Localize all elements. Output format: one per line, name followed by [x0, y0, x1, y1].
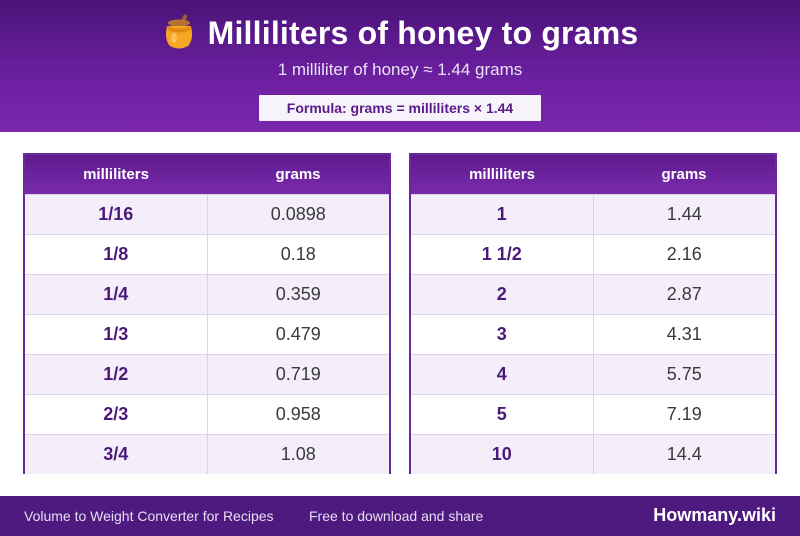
- milliliters-cell: 1/3: [25, 315, 208, 354]
- grams-cell: 0.18: [280, 244, 316, 264]
- table-row: 1/16 0.0898: [25, 194, 389, 234]
- milliliters-cell: 1: [411, 195, 594, 234]
- table-row: 1 1/2 2.16: [411, 234, 775, 274]
- milliliters-cell: 2/3: [25, 395, 208, 434]
- grams-cell: 0.0898: [270, 204, 326, 224]
- grams-cell: 4.31: [666, 324, 702, 344]
- table-row: 3 4.31: [411, 314, 775, 354]
- conversion-table-right: milliliters grams 1 1.44 1 1/2 2.16 2 2.87 3 4.…: [409, 153, 777, 474]
- column-header-grams: grams: [275, 166, 321, 183]
- grams-cell: 0.359: [275, 284, 321, 304]
- milliliters-cell: 4: [411, 355, 594, 394]
- grams-cell: 0.719: [275, 364, 321, 384]
- table-row: 5 7.19: [411, 394, 775, 434]
- table-row: 1/8 0.18: [25, 234, 389, 274]
- page-title: Milliliters of honey to grams: [207, 15, 639, 51]
- column-header-milliliters: milliliters: [469, 166, 535, 183]
- table-row: 2/3 0.958: [25, 394, 389, 434]
- grams-cell: 7.19: [666, 404, 702, 424]
- grams-cell: 1.44: [666, 204, 702, 224]
- milliliters-cell: 1 1/2: [411, 235, 594, 274]
- grams-cell: 14.4: [666, 444, 702, 464]
- grams-cell: 0.958: [275, 404, 321, 424]
- conversion-table-left: milliliters grams 1/16 0.0898 1/8 0.18 1/4 0.…: [23, 153, 391, 474]
- grams-cell: 2.87: [666, 284, 702, 304]
- table-header: milliliters grams: [25, 155, 389, 194]
- milliliters-cell: 1/4: [25, 275, 208, 314]
- table-header: milliliters grams: [411, 155, 775, 194]
- honey-pot-icon: [162, 14, 196, 58]
- milliliters-cell: 3/4: [25, 435, 208, 474]
- milliliters-cell: 2: [411, 275, 594, 314]
- grams-cell: 2.16: [666, 244, 702, 264]
- table-row: 4 5.75: [411, 354, 775, 394]
- table-body: 1 1.44 1 1/2 2.16 2 2.87 3 4.31 4 5.75 5 7.19 10 14.4: [411, 194, 775, 474]
- brand-link[interactable]: Howmany.wiki: [653, 505, 776, 525]
- table-row: 1 1.44: [411, 194, 775, 234]
- footer-description: Volume to Weight Converter for Recipes: [24, 508, 274, 524]
- formula-box: Formula: grams = milliliters × 1.44: [259, 95, 541, 121]
- milliliters-cell: 1/2: [25, 355, 208, 394]
- column-header-grams: grams: [661, 166, 707, 183]
- subtitle: 1 milliliter of honey ≈ 1.44 grams: [277, 60, 523, 79]
- column-header-milliliters: milliliters: [83, 166, 149, 183]
- header: Milliliters of honey to grams 1 millilit…: [0, 0, 800, 132]
- milliliters-cell: 5: [411, 395, 594, 434]
- milliliters-cell: 10: [411, 435, 594, 474]
- grams-cell: 5.75: [666, 364, 702, 384]
- table-row: 1/3 0.479: [25, 314, 389, 354]
- footer-note: Free to download and share: [309, 508, 484, 524]
- table-row: 2 2.87: [411, 274, 775, 314]
- table-row: 1/4 0.359: [25, 274, 389, 314]
- footer: Volume to Weight Converter for Recipes F…: [0, 496, 800, 536]
- table-body: 1/16 0.0898 1/8 0.18 1/4 0.359 1/3 0.479 1/2 0.71…: [25, 194, 389, 474]
- table-row: 1/2 0.719: [25, 354, 389, 394]
- grams-cell: 0.479: [275, 324, 321, 344]
- title-row: Milliliters of honey to grams: [0, 14, 800, 58]
- table-row: 3/4 1.08: [25, 434, 389, 474]
- grams-cell: 1.08: [280, 444, 316, 464]
- milliliters-cell: 3: [411, 315, 594, 354]
- milliliters-cell: 1/16: [25, 195, 208, 234]
- table-row: 10 14.4: [411, 434, 775, 474]
- milliliters-cell: 1/8: [25, 235, 208, 274]
